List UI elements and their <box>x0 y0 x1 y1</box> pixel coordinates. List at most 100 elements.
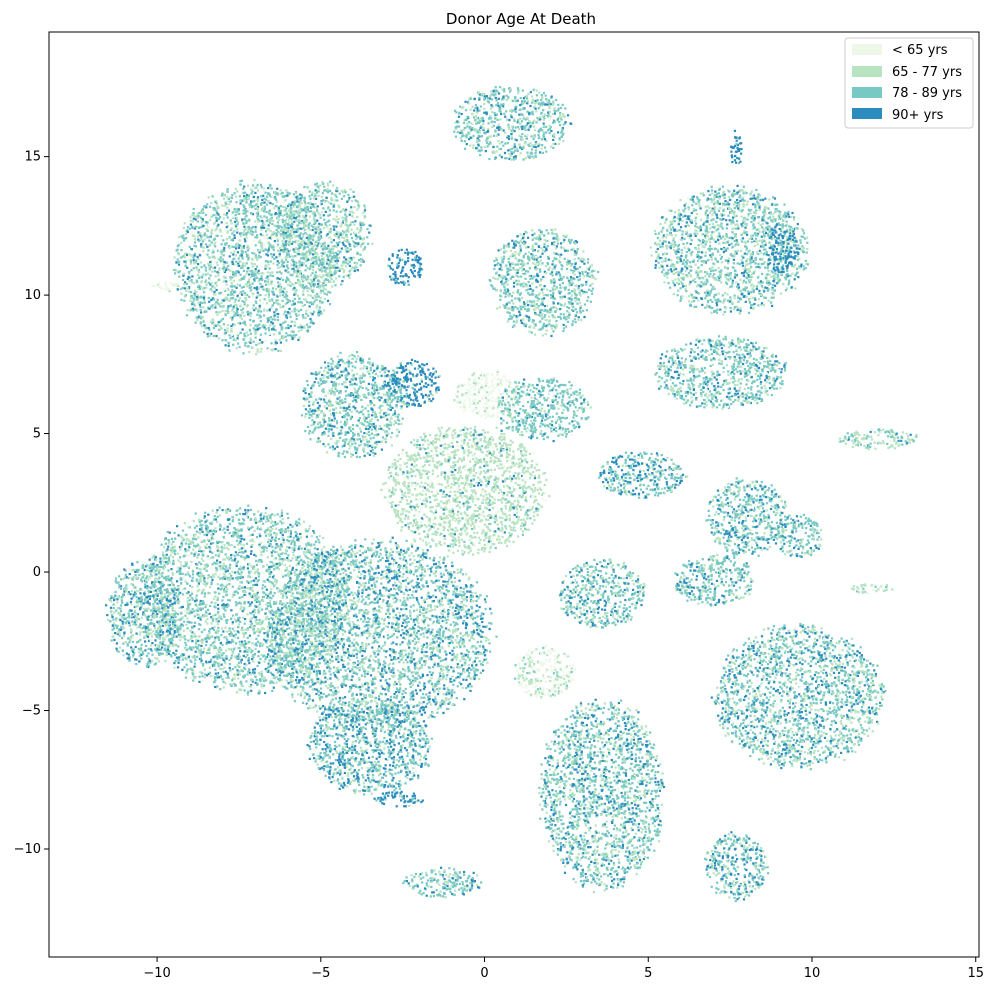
scatter-point <box>463 404 465 406</box>
scatter-point <box>318 414 320 416</box>
scatter-point <box>274 191 276 193</box>
scatter-point <box>279 290 281 292</box>
scatter-point <box>297 228 299 230</box>
scatter-point <box>374 382 376 384</box>
scatter-point <box>339 411 341 413</box>
scatter-point <box>414 452 416 454</box>
scatter-point <box>424 472 426 474</box>
scatter-point <box>297 270 299 272</box>
scatter-point <box>289 192 291 194</box>
scatter-point <box>335 196 337 198</box>
scatter-point <box>427 384 429 386</box>
scatter-point <box>280 249 282 251</box>
scatter-point <box>357 236 359 238</box>
scatter-point <box>480 434 482 436</box>
scatter-point <box>406 466 408 468</box>
scatter-point <box>388 428 390 430</box>
scatter-point <box>356 216 358 218</box>
scatter-point <box>354 270 356 272</box>
scatter-point <box>332 446 334 448</box>
scatter-point <box>283 288 285 290</box>
scatter-point <box>151 285 153 287</box>
scatter-point <box>302 314 304 316</box>
scatter-point <box>303 248 305 250</box>
scatter-point <box>328 430 330 432</box>
scatter-point <box>277 267 279 269</box>
scatter-point <box>243 195 245 197</box>
scatter-point <box>263 210 265 212</box>
scatter-point <box>510 396 512 398</box>
scatter-point <box>203 264 205 266</box>
scatter-point <box>174 272 176 274</box>
scatter-point <box>390 267 392 269</box>
scatter-point <box>405 515 407 517</box>
scatter-point <box>260 310 262 312</box>
scatter-point <box>201 221 203 223</box>
scatter-point <box>472 458 474 460</box>
scatter-point <box>214 245 216 247</box>
scatter-point <box>254 220 256 222</box>
scatter-point <box>233 323 235 325</box>
scatter-point <box>295 236 297 238</box>
scatter-point <box>298 209 300 211</box>
scatter-point <box>359 428 361 430</box>
scatter-point <box>324 242 326 244</box>
scatter-point <box>299 324 301 326</box>
scatter-point <box>219 325 221 327</box>
scatter-point <box>344 223 346 225</box>
scatter-point <box>376 386 378 388</box>
scatter-point <box>274 197 276 199</box>
scatter-point <box>243 286 245 288</box>
scatter-point <box>258 279 260 281</box>
scatter-point <box>389 378 391 380</box>
scatter-point <box>306 233 308 235</box>
scatter-point <box>485 445 487 447</box>
scatter-point <box>356 410 358 412</box>
scatter-point <box>221 310 223 312</box>
scatter-point <box>303 398 305 400</box>
scatter-point <box>169 282 171 284</box>
scatter-point <box>236 217 238 219</box>
scatter-point <box>358 388 360 390</box>
scatter-point <box>192 220 194 222</box>
scatter-point <box>435 377 437 379</box>
scatter-point <box>397 416 399 418</box>
scatter-point <box>157 285 159 287</box>
scatter-point <box>397 419 399 421</box>
scatter-point <box>251 189 253 191</box>
scatter-point <box>320 217 322 219</box>
scatter-point <box>338 383 340 385</box>
scatter-point <box>314 300 316 302</box>
scatter-point <box>208 301 210 303</box>
scatter-point <box>344 213 346 215</box>
scatter-point <box>356 351 358 353</box>
scatter-point <box>283 237 285 239</box>
scatter-point <box>298 222 300 224</box>
scatter-point <box>395 391 397 393</box>
scatter-point <box>305 279 307 281</box>
scatter-point <box>375 384 377 386</box>
scatter-point <box>225 339 227 341</box>
scatter-point <box>457 391 459 393</box>
scatter-point <box>333 225 335 227</box>
scatter-point <box>333 206 335 208</box>
scatter-point <box>344 441 346 443</box>
scatter-point <box>257 324 259 326</box>
scatter-point <box>203 311 205 313</box>
scatter-point <box>391 407 393 409</box>
scatter-point <box>493 390 495 392</box>
scatter-point <box>255 344 257 346</box>
scatter-point <box>261 186 263 188</box>
scatter-point <box>290 230 292 232</box>
scatter-point <box>516 497 518 499</box>
scatter-point <box>388 370 390 372</box>
scatter-point <box>464 399 466 401</box>
scatter-point <box>236 245 238 247</box>
scatter-point <box>311 194 313 196</box>
scatter-point <box>190 224 192 226</box>
scatter-point <box>404 518 406 520</box>
scatter-point <box>218 218 220 220</box>
scatter-point <box>331 285 333 287</box>
scatter-point <box>381 449 383 451</box>
scatter-point <box>187 231 189 233</box>
